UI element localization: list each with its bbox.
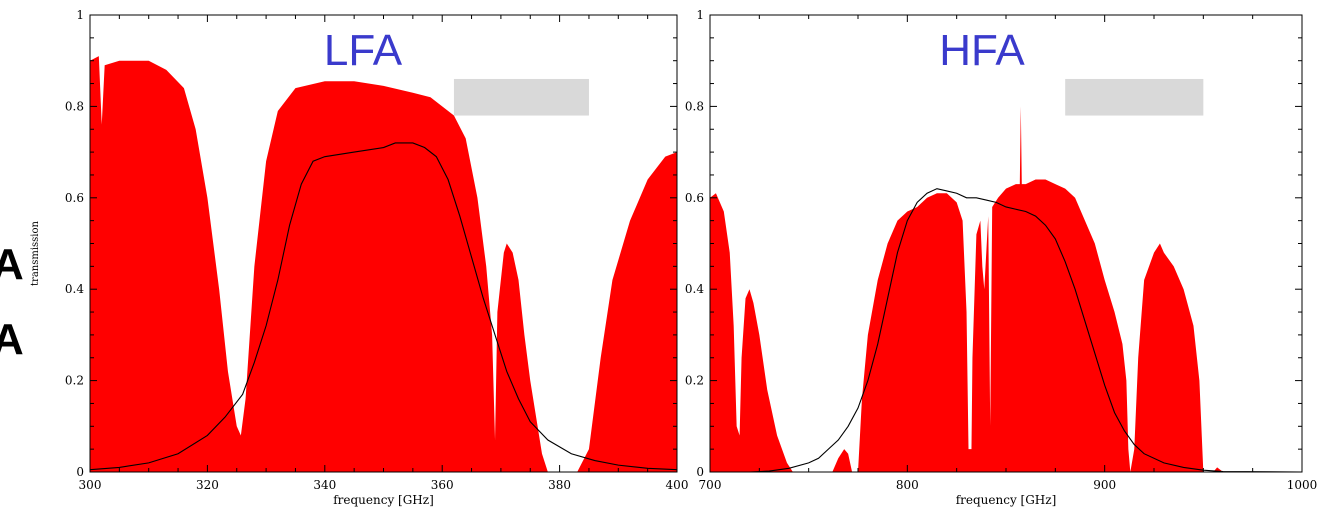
hfa-x-tick-label: 800 (896, 478, 919, 492)
lfa-x-axis-label: frequency [GHz] (333, 493, 434, 507)
hfa-y-tick-label: 0.4 (685, 282, 704, 296)
lfa-y-tick-label: 0 (76, 465, 84, 479)
lfa-y-tick-label: 0.8 (65, 99, 84, 113)
hfa-x-tick-label: 900 (1093, 478, 1116, 492)
hfa-y-tick-label: 0.8 (685, 99, 704, 113)
hfa-transmission-area (710, 106, 1302, 473)
hfa-y-tick-label: 0.6 (685, 191, 704, 205)
hfa-title: HFA (939, 26, 1025, 75)
lfa-title: LFA (324, 26, 403, 75)
lfa-shaded-band (453, 78, 589, 116)
lfa-y-tick-label: 0.6 (65, 191, 84, 205)
side-letter-top: A (0, 240, 24, 289)
lfa-y-tick-label: 0.4 (65, 282, 84, 296)
lfa-y-tick-label: 1 (76, 8, 84, 22)
lfa-x-tick-label: 320 (196, 478, 219, 492)
lfa-x-tick-label: 300 (79, 478, 102, 492)
hfa-y-tick-label: 0 (696, 465, 704, 479)
hfa-response-curve (710, 188, 1303, 473)
hfa-shaded-band (1065, 78, 1204, 116)
hfa-x-axis-label: frequency [GHz] (956, 493, 1057, 507)
lfa-x-tick-label: 340 (313, 478, 336, 492)
lfa-x-tick-label: 380 (548, 478, 571, 492)
lfa-x-tick-label: 400 (666, 478, 689, 492)
lfa-transmission-area (90, 56, 677, 472)
lfa-y-axis-label: transmission (30, 220, 41, 285)
hfa-y-tick-label: 1 (696, 8, 704, 22)
lfa-response-curve (89, 142, 678, 471)
side-letter-bottom: A (0, 315, 24, 364)
hfa-x-tick-label: 700 (699, 478, 722, 492)
lfa-y-tick-label: 0.2 (65, 374, 84, 388)
hfa-x-tick-label: 1000 (1287, 478, 1318, 492)
hfa-y-tick-label: 0.2 (685, 374, 704, 388)
lfa-x-tick-label: 360 (431, 478, 454, 492)
